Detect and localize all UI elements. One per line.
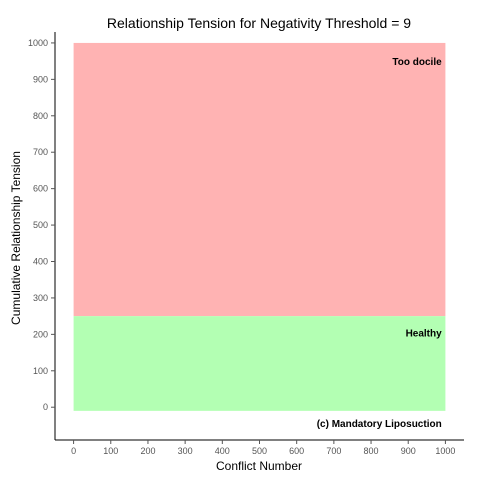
y-tick-label: 300 <box>33 293 48 303</box>
x-tick-label: 700 <box>326 446 341 456</box>
annotation-healthy: Healthy <box>406 329 443 340</box>
x-tick-label: 400 <box>215 446 230 456</box>
x-axis-label: Conflict Number <box>216 459 302 473</box>
x-tick-label: 100 <box>103 446 118 456</box>
y-axis-label: Cumulative Relationship Tension <box>9 151 23 325</box>
y-tick-label: 1000 <box>28 38 48 48</box>
x-tick-label: 600 <box>289 446 304 456</box>
x-tick-label: 500 <box>252 446 267 456</box>
annotation-too-docile: Too docile <box>392 57 442 68</box>
x-tick-label: 200 <box>140 446 155 456</box>
y-tick-label: 400 <box>33 257 48 267</box>
region-healthy <box>73 316 446 411</box>
y-tick-label: 100 <box>33 366 48 376</box>
annotations: Too docile Healthy <box>392 57 442 339</box>
x-tick-label: 800 <box>364 446 379 456</box>
y-tick-label: 900 <box>33 74 48 84</box>
x-tick-label: 900 <box>401 446 416 456</box>
y-tick-label: 0 <box>43 402 48 412</box>
region-too-docile <box>73 42 446 317</box>
regions <box>73 42 446 411</box>
y-tick-label: 800 <box>33 111 48 121</box>
x-axis-ticks: 0 100 200 300 400 500 600 700 800 900 1000 <box>71 440 455 456</box>
y-tick-label: 700 <box>33 147 48 157</box>
x-tick-label: 1000 <box>435 446 455 456</box>
y-tick-label: 500 <box>33 220 48 230</box>
x-tick-label: 0 <box>71 446 76 456</box>
chart-title: Relationship Tension for Negativity Thre… <box>107 15 411 31</box>
y-tick-label: 200 <box>33 329 48 339</box>
y-axis-ticks: 0 100 200 300 400 500 600 700 800 900 1000 <box>28 38 55 412</box>
y-tick-label: 600 <box>33 184 48 194</box>
credit-text: (c) Mandatory Liposuction <box>317 419 442 430</box>
x-tick-label: 300 <box>178 446 193 456</box>
